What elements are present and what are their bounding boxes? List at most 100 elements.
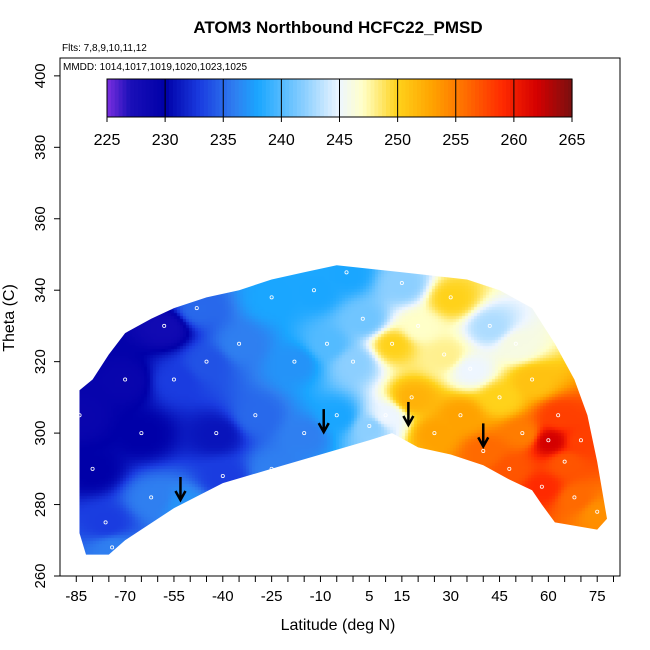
arrow-marker-2 [402, 401, 415, 428]
colorbar-segment-76 [401, 79, 406, 117]
colorbar-segment-6 [130, 79, 135, 117]
colorbar-tick-label: 265 [559, 132, 586, 149]
colorbar-segment-28 [215, 79, 220, 117]
colorbar-segment-7 [134, 79, 139, 117]
colorbar-segment-19 [180, 79, 186, 117]
sample-point-42 [520, 431, 525, 436]
y-tick-label: 300 [32, 421, 49, 446]
sample-point-24 [351, 359, 356, 364]
colorbar-segment-70 [378, 79, 383, 117]
colorbar-segment-11 [149, 79, 155, 117]
colorbar-segment-64 [355, 79, 360, 117]
colorbar-segment-94 [471, 79, 476, 117]
sample-points [77, 270, 600, 550]
colorbar-tick-label: 230 [152, 132, 179, 149]
colorbar-segment-114 [548, 79, 554, 117]
sample-point-0 [77, 413, 82, 418]
colorbar-segment-75 [397, 79, 403, 117]
colorbar-segment-85 [436, 79, 441, 117]
sample-point-19 [302, 431, 307, 436]
x-tick-label: -70 [114, 588, 136, 605]
colorbar-segment-14 [161, 79, 166, 117]
colorbar-segment-68 [370, 79, 375, 117]
sample-point-15 [253, 413, 258, 418]
y-tick-label: 400 [32, 63, 49, 88]
colorbar-segment-17 [172, 79, 178, 117]
sample-point-22 [334, 413, 339, 418]
y-tick-label: 340 [32, 278, 49, 303]
colorbar-segment-83 [428, 79, 434, 117]
sample-point-2 [103, 520, 108, 525]
colorbar-segment-116 [556, 79, 561, 117]
colorbar-segment-117 [560, 79, 565, 117]
x-tick-label: 60 [540, 588, 557, 605]
colorbar-segment-30 [223, 79, 228, 117]
sample-point-26 [367, 423, 372, 428]
sample-point-40 [507, 466, 512, 471]
sample-point-1 [90, 466, 95, 471]
colorbar-tick-label: 240 [268, 132, 295, 149]
colorbar-segment-108 [525, 79, 530, 117]
colorbar-segment-81 [420, 79, 426, 117]
sample-point-39 [497, 395, 502, 400]
sample-point-14 [237, 341, 242, 346]
sample-point-3 [110, 545, 115, 550]
chart-title: ATOM3 Northbound HCFC22_PMSD [193, 18, 482, 37]
colorbar-segment-2 [114, 79, 120, 117]
colorbar-segment-96 [479, 79, 484, 117]
arrow-marker-0 [174, 476, 187, 503]
colorbar-segment-32 [231, 79, 236, 117]
colorbar-segment-55 [320, 79, 325, 117]
colorbar-segment-42 [269, 79, 275, 117]
colorbar-tick-label: 255 [442, 132, 469, 149]
colorbar-segment-72 [386, 79, 391, 117]
colorbar-segment-52 [308, 79, 313, 117]
colorbar-segment-36 [246, 79, 251, 117]
colorbar-segment-107 [521, 79, 527, 117]
x-tick-label: 15 [394, 588, 411, 605]
colorbar-segment-67 [366, 79, 372, 117]
colorbar-segment-98 [486, 79, 492, 117]
colorbar-segment-102 [502, 79, 507, 117]
colorbar-segment-80 [417, 79, 422, 117]
colorbar-tick-label: 250 [384, 132, 411, 149]
sample-point-18 [292, 359, 297, 364]
sample-point-46 [556, 413, 561, 418]
sample-point-13 [220, 473, 225, 478]
y-tick-label: 360 [32, 206, 49, 231]
colorbar-segment-77 [405, 79, 410, 117]
colorbar-segment-99 [490, 79, 496, 117]
sample-point-38 [487, 323, 492, 328]
sample-point-27 [383, 413, 388, 418]
plot-frame [59, 57, 621, 577]
colorbar-segment-33 [234, 79, 240, 117]
colorbar-segment-39 [258, 79, 263, 117]
colorbar-segment-21 [188, 79, 193, 117]
colorbar-segment-1 [110, 79, 116, 117]
colorbar-segment-8 [138, 79, 143, 117]
sample-point-16 [269, 466, 274, 471]
colorbar-segment-20 [184, 79, 189, 117]
colorbar-segment-10 [145, 79, 151, 117]
sample-point-32 [432, 431, 437, 436]
colorbar-segment-100 [494, 79, 499, 117]
sample-point-30 [409, 395, 414, 400]
colorbar-segment-111 [537, 79, 542, 117]
x-axis: -85 -70 -55 -40 -25 -10 5 15 30 45 60 75 [65, 576, 614, 605]
y-axis: 260 280 300 320 340 360 380 400 [32, 63, 60, 589]
colorbar-segment-23 [196, 79, 201, 117]
sample-point-20 [311, 288, 316, 293]
sample-point-34 [448, 295, 453, 300]
x-tick-label: -85 [65, 588, 87, 605]
colorbar-segment-41 [265, 79, 271, 117]
colorbar-segment-71 [382, 79, 387, 117]
colorbar-segment-82 [424, 79, 430, 117]
colorbar-segment-73 [389, 79, 395, 117]
colorbar-segment-51 [304, 79, 310, 117]
colorbar-segment-24 [200, 79, 205, 117]
colorbar-segment-88 [448, 79, 453, 117]
colorbar-segment-57 [327, 79, 333, 117]
sample-point-44 [539, 484, 544, 489]
colorbar-segment-25 [203, 79, 209, 117]
colorbar-segment-89 [451, 79, 457, 117]
